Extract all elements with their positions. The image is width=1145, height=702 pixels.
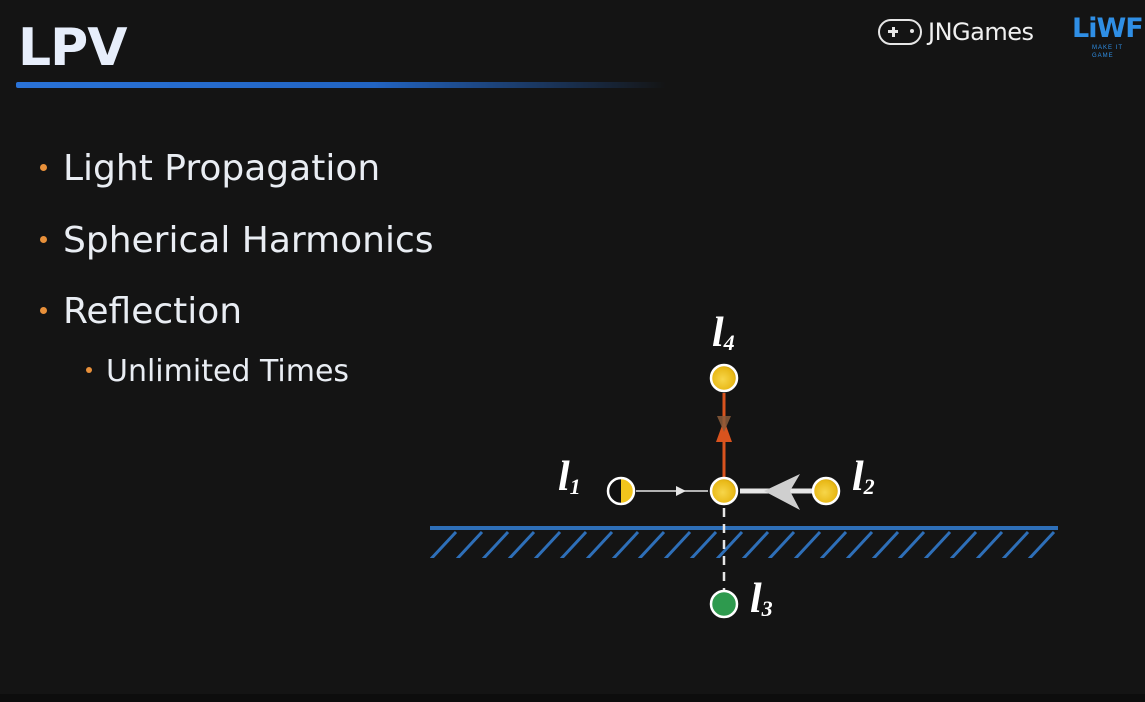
slide-title: LPV [18,18,127,78]
bullet-text: Reflection [63,291,243,332]
bullet-dot-icon [40,306,47,314]
bullet-text: Spherical Harmonics [63,220,434,261]
node-l3 [709,589,739,619]
gamepad-icon [878,19,922,45]
bullet-dot-icon [40,163,47,171]
bullet-item: Reflection [40,291,242,332]
bottom-strip [0,694,1145,702]
l1-arrowhead [676,486,686,496]
bullet-item: Spherical Harmonics [40,220,434,261]
node-l2 [811,476,841,506]
node-l1 [606,476,636,506]
sub-bullet-text: Unlimited Times [106,354,350,389]
node-center [709,476,739,506]
label-l4: l4 [712,310,735,356]
sub-bullet-item: Unlimited Times [86,354,349,389]
liwf-logo-tagline: MAKE IT GAME [1092,45,1123,59]
l2-arrowhead [764,474,800,510]
jngames-logo-text: JNGames [928,18,1034,46]
title-underline [16,82,666,88]
liwf-logo-text: LiWF [1072,13,1144,44]
liwf-logo: LiWF MAKE IT GAME [1072,13,1144,60]
reflect-arrowhead-down [717,416,731,432]
label-l1: l1 [558,454,581,500]
surface-hatching [430,530,1056,558]
bullet-dot-icon [86,366,92,373]
bullet-item: Light Propagation [40,148,380,189]
node-l4 [709,363,739,393]
bullet-dot-icon [40,235,47,243]
jngames-logo: JNGames [878,16,1034,48]
bullet-text: Light Propagation [63,148,381,189]
label-l2: l2 [852,454,875,500]
label-l3: l3 [750,576,773,622]
